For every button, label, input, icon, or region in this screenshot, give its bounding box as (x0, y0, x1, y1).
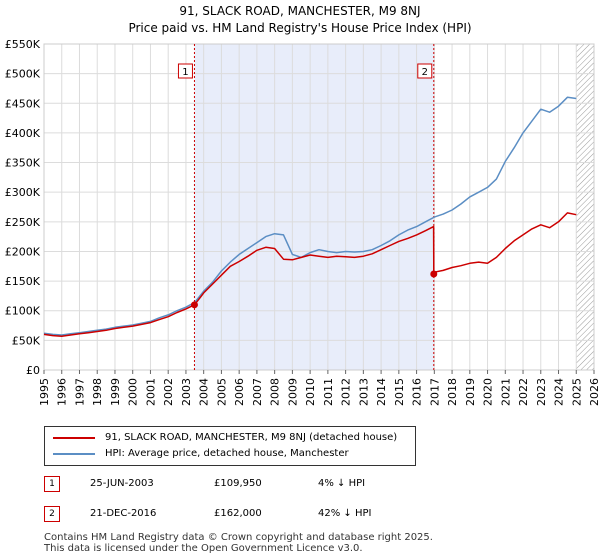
y-tick-label: £100K (5, 305, 41, 318)
x-tick-label: 2018 (446, 378, 459, 406)
transaction-hpi-diff: 42% ↓ HPI (318, 508, 371, 519)
y-tick-label: £550K (5, 38, 41, 51)
y-tick-label: £400K (5, 127, 41, 140)
x-tick-label: 2016 (411, 378, 424, 406)
x-tick-label: 2022 (517, 378, 530, 406)
transaction-date: 21-DEC-2016 (90, 508, 156, 519)
transaction-marker: 2 (44, 506, 60, 522)
x-tick-label: 2010 (304, 378, 317, 406)
transaction-price: £162,000 (214, 508, 262, 519)
x-tick-label: 2013 (357, 378, 370, 406)
x-tick-label: 2020 (482, 378, 495, 406)
ownership-shaded-region (194, 44, 433, 370)
legend-item-hpi: HPI: Average price, detached house, Manc… (53, 448, 349, 459)
y-tick-label: £0 (26, 364, 40, 377)
x-tick-label: 2015 (393, 378, 406, 406)
x-tick-label: 1995 (38, 378, 51, 406)
y-tick-label: £500K (5, 68, 41, 81)
x-tick-label: 2024 (553, 378, 566, 406)
transaction-marker: 1 (44, 476, 60, 492)
x-tick-label: 2014 (375, 378, 388, 406)
transaction-price: £109,950 (214, 478, 262, 489)
x-tick-label: 2019 (464, 378, 477, 406)
legend: 91, SLACK ROAD, MANCHESTER, M9 8NJ (deta… (44, 426, 416, 466)
x-tick-label: 1997 (73, 378, 86, 406)
x-tick-label: 2001 (144, 378, 157, 406)
x-tick-label: 2000 (127, 378, 140, 406)
x-tick-label: 2011 (322, 378, 335, 406)
x-tick-label: 1996 (56, 378, 69, 406)
transaction-marker-label: 2 (422, 67, 428, 78)
transaction-date: 25-JUN-2003 (90, 478, 154, 489)
future-hatch-region (576, 44, 594, 370)
y-tick-label: £200K (5, 245, 41, 258)
y-tick-label: £300K (5, 186, 41, 199)
x-tick-label: 2025 (570, 378, 583, 406)
chart: £0 £50K £100K £150K £200K £250K £300K £350K £400… (0, 0, 600, 420)
y-tick-label: £50K (12, 334, 41, 347)
legend-item-property: 91, SLACK ROAD, MANCHESTER, M9 8NJ (deta… (53, 432, 397, 443)
y-tick-label: £350K (5, 157, 41, 170)
transaction-marker-label: 1 (182, 67, 188, 78)
legend-swatch-property (53, 437, 95, 439)
x-tick-label: 2017 (428, 378, 441, 406)
x-tick-label: 2004 (198, 378, 211, 406)
x-tick-label: 2021 (499, 378, 512, 406)
transaction-row: 1 25-JUN-2003 £109,950 4% ↓ HPI (44, 476, 584, 494)
x-tick-label: 2008 (269, 378, 282, 406)
x-tick-label: 2007 (251, 378, 264, 406)
x-tick-label: 2002 (162, 378, 175, 406)
y-tick-label: £450K (5, 97, 41, 110)
transaction-row: 2 21-DEC-2016 £162,000 42% ↓ HPI (44, 506, 584, 524)
x-tick-label: 2026 (588, 378, 600, 406)
x-tick-label: 2005 (215, 378, 228, 406)
x-tick-label: 2006 (233, 378, 246, 406)
x-tick-label: 2012 (340, 378, 353, 406)
y-tick-label: £150K (5, 275, 41, 288)
x-tick-label: 2003 (180, 378, 193, 406)
x-tick-label: 2023 (535, 378, 548, 406)
transaction-point (191, 301, 198, 308)
footer-license: This data is licensed under the Open Gov… (44, 543, 363, 554)
footer-copyright: Contains HM Land Registry data © Crown c… (44, 532, 433, 543)
transaction-hpi-diff: 4% ↓ HPI (318, 478, 365, 489)
transaction-point (430, 270, 437, 277)
legend-label-hpi: HPI: Average price, detached house, Manc… (105, 448, 349, 459)
legend-swatch-hpi (53, 453, 95, 455)
x-tick-label: 1998 (91, 378, 104, 406)
legend-label-property: 91, SLACK ROAD, MANCHESTER, M9 8NJ (deta… (105, 432, 397, 443)
x-tick-label: 2009 (286, 378, 299, 406)
y-tick-label: £250K (5, 216, 41, 229)
x-tick-label: 1999 (109, 378, 122, 406)
